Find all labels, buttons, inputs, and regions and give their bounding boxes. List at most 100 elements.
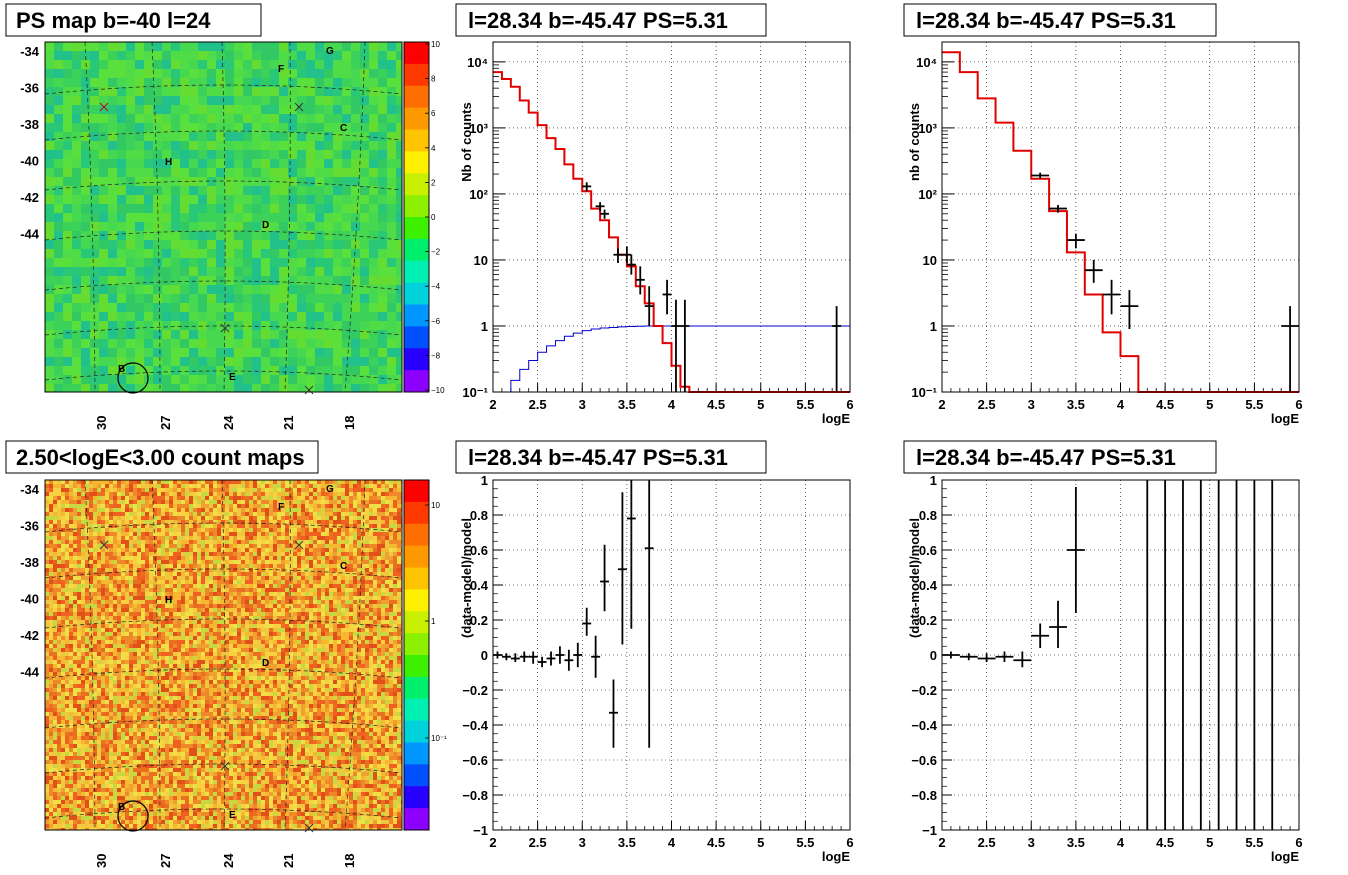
map-pixel — [333, 572, 337, 576]
map-pixel — [306, 213, 315, 222]
map-pixel — [213, 520, 217, 524]
map-pixel — [321, 500, 325, 504]
map-pixel — [325, 552, 329, 556]
map-pixel — [225, 608, 229, 612]
map-pixel — [288, 240, 297, 249]
map-pixel — [161, 512, 165, 516]
map-pixel — [269, 560, 273, 564]
map-pixel — [225, 42, 234, 51]
map-pixel — [93, 500, 97, 504]
map-pixel — [189, 231, 198, 240]
map-pixel — [297, 186, 306, 195]
map-pixel — [265, 564, 269, 568]
map-pixel — [45, 492, 49, 496]
map-pixel — [387, 123, 396, 132]
colorbar-tick-label: 10 — [431, 40, 440, 49]
map-pixel — [241, 600, 245, 604]
map-pixel — [201, 616, 205, 620]
map-pixel — [54, 123, 63, 132]
map-pixel — [333, 159, 342, 168]
map-pixel — [198, 294, 207, 303]
map-pixel — [45, 500, 49, 504]
map-pixel — [309, 540, 313, 544]
map-pixel — [373, 512, 377, 516]
map-pixel — [93, 584, 97, 588]
map-pixel — [261, 484, 265, 488]
map-pixel — [313, 608, 317, 612]
map-pixel — [301, 484, 305, 488]
map-pixel — [252, 375, 261, 384]
map-pixel — [269, 612, 273, 616]
map-pixel — [301, 564, 305, 568]
map-pixel — [144, 330, 153, 339]
map-pixel — [233, 556, 237, 560]
ps-map-title-box — [5, 3, 262, 37]
map-pixel — [349, 584, 353, 588]
map-pixel — [357, 608, 361, 612]
map-pixel — [329, 560, 333, 564]
map-pixel — [257, 612, 261, 616]
meridian-line — [221, 41, 226, 393]
map-pixel — [342, 303, 351, 312]
map-pixel — [241, 556, 245, 560]
map-pixel — [237, 596, 241, 600]
map-pixel — [108, 177, 117, 186]
map-pixel — [229, 516, 233, 520]
map-pixel — [333, 312, 342, 321]
map-pixel — [225, 231, 234, 240]
map-pixel — [381, 524, 385, 528]
map-pixel — [197, 500, 201, 504]
map-pixel — [333, 620, 337, 624]
map-pixel — [141, 484, 145, 488]
map-pixel — [369, 536, 373, 540]
map-pixel — [387, 69, 396, 78]
map-pixel — [65, 572, 69, 576]
map-pixel — [234, 87, 243, 96]
map-pixel — [225, 294, 234, 303]
map-pixel — [233, 484, 237, 488]
map-pixel — [49, 536, 53, 540]
map-pixel — [288, 258, 297, 267]
map-pixel — [177, 524, 181, 528]
map-pixel — [85, 596, 89, 600]
map-pixel — [225, 330, 234, 339]
map-pixel — [369, 294, 378, 303]
map-pixel — [360, 159, 369, 168]
map-pixel — [306, 249, 315, 258]
map-pixel — [221, 620, 225, 624]
map-pixel — [45, 159, 54, 168]
map-pixel — [97, 600, 101, 604]
map-pixel — [351, 69, 360, 78]
map-pixel — [65, 556, 69, 560]
map-pixel — [301, 596, 305, 600]
map-pixel — [108, 60, 117, 69]
map-pixel — [245, 528, 249, 532]
map-pixel — [357, 536, 361, 540]
map-pixel — [285, 512, 289, 516]
map-pixel — [81, 560, 85, 564]
map-pixel — [361, 540, 365, 544]
map-pixel — [97, 520, 101, 524]
map-pixel — [249, 504, 253, 508]
map-pixel — [337, 616, 341, 620]
map-pixel — [72, 375, 81, 384]
map-pixel — [205, 556, 209, 560]
map-pixel — [161, 520, 165, 524]
map-pixel — [90, 132, 99, 141]
map-pixel — [381, 540, 385, 544]
map-pixel — [161, 596, 165, 600]
map-pixel — [329, 484, 333, 488]
map-pixel — [135, 285, 144, 294]
map-pixel — [325, 540, 329, 544]
map-pixel — [63, 285, 72, 294]
map-pixel — [305, 548, 309, 552]
map-pixel — [54, 258, 63, 267]
map-pixel — [342, 375, 351, 384]
map-pixel — [113, 508, 117, 512]
map-pixel — [72, 51, 81, 60]
map-pixel — [171, 195, 180, 204]
map-pixel — [297, 528, 301, 532]
map-pixel — [393, 624, 397, 628]
map-pixel — [365, 500, 369, 504]
map-pixel — [173, 540, 177, 544]
